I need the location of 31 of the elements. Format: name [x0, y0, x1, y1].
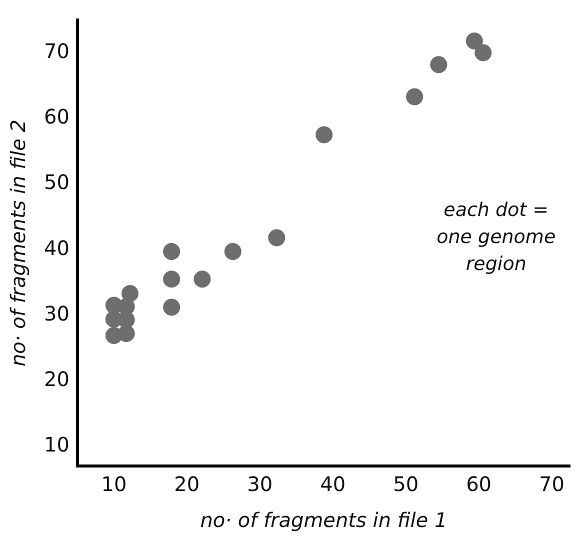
y-tick-label: 50	[44, 170, 70, 194]
y-tick-label: 20	[44, 366, 70, 391]
x-tick-label: 50	[393, 472, 419, 496]
x-tick-label: 30	[247, 472, 273, 496]
x-tick-label: 70	[539, 472, 564, 496]
y-tick-label: 10	[44, 432, 70, 457]
point	[430, 56, 448, 74]
point	[406, 88, 424, 106]
point	[474, 44, 492, 62]
point	[268, 229, 286, 246]
point	[194, 270, 211, 288]
x-tick-label: 10	[101, 472, 127, 496]
y-tick-label: 30	[44, 301, 70, 326]
y-axis-title: no· of fragments in file 2	[6, 119, 30, 367]
point	[163, 243, 180, 260]
x-axis-title: no· of fragments in file 1	[200, 508, 448, 532]
point	[121, 285, 138, 302]
y-tick-label: 70	[44, 38, 70, 63]
point	[118, 311, 135, 328]
x-tick-label: 20	[174, 472, 200, 496]
y-tick-label: 40	[44, 236, 70, 260]
point	[163, 270, 180, 288]
point	[316, 126, 333, 144]
point	[163, 298, 180, 316]
annotation: each dot = one genome region	[436, 199, 556, 276]
y-tick-label: 60	[44, 104, 70, 129]
point	[224, 243, 242, 260]
x-tick-label: 60	[466, 472, 492, 496]
point	[118, 325, 135, 342]
point	[466, 32, 483, 50]
x-tick-label: 40	[320, 472, 346, 496]
